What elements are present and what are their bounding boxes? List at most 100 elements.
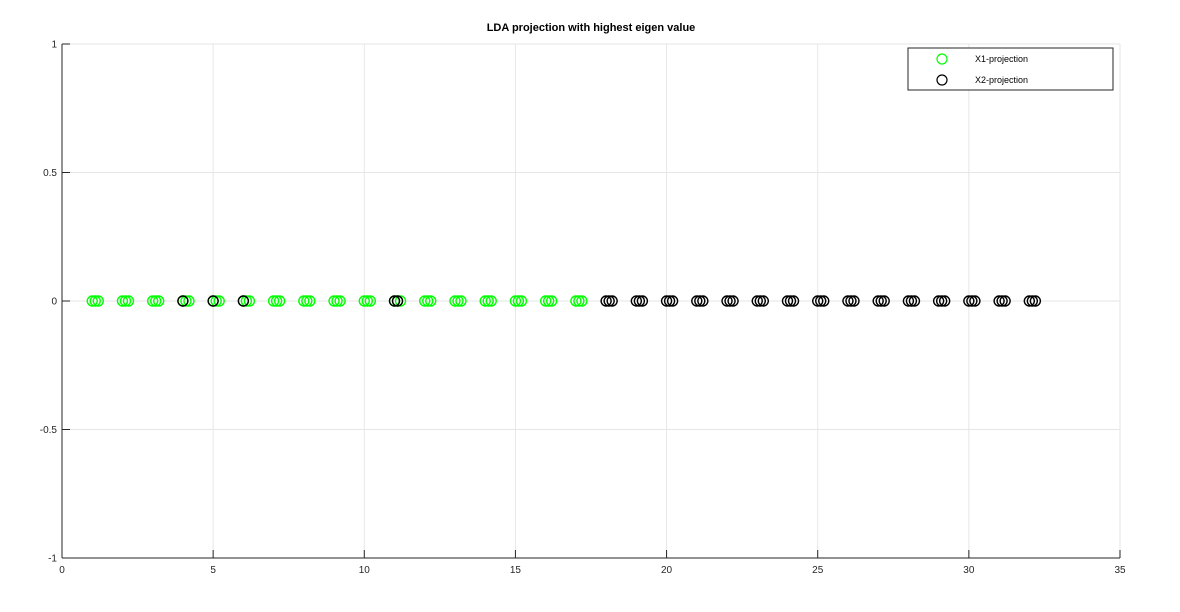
x2-projection-point: [721, 295, 733, 307]
x-tick-label: 30: [963, 565, 975, 576]
x2-projection-point: [207, 295, 219, 307]
x2-projection-point: [932, 295, 945, 307]
x1-projection-point: [539, 295, 552, 307]
axes: [61, 43, 1121, 559]
x2-projection-point: [781, 295, 794, 307]
x1-projection-point: [240, 295, 253, 307]
x1-projection-point: [267, 295, 280, 307]
x2-projection-point: [996, 295, 1008, 307]
x2-projection-point: [969, 295, 981, 307]
x2-projection-point: [391, 295, 404, 307]
x2-projection-point: [787, 295, 800, 307]
x1-projection-point: [92, 295, 104, 307]
x1-projection-point: [122, 295, 135, 307]
x1-projection-point: [298, 295, 310, 307]
x2-projection-point: [902, 295, 915, 307]
x1-projection-point: [328, 295, 340, 307]
x2-projection-point: [237, 295, 250, 307]
x1-projection-point: [180, 295, 192, 307]
x1-projection-point: [150, 295, 162, 307]
legend-label-x2-projection: X2-projection: [975, 75, 1028, 85]
x1-projection-point: [546, 295, 558, 307]
x2-projection-point: [908, 295, 921, 307]
x1-projection-point: [334, 295, 346, 307]
x1-projection-point: [576, 295, 588, 307]
x2-projection-point: [878, 295, 890, 307]
x2-projection-point: [938, 295, 951, 307]
x2-projection-point: [784, 295, 797, 307]
x2-projection-point: [999, 295, 1011, 307]
x1-projection-point: [243, 295, 256, 307]
x1-projection-point: [394, 295, 407, 307]
x1-projection-point: [542, 295, 555, 307]
x1-projection-point: [301, 295, 313, 307]
chart-title: LDA projection with highest eigen value: [487, 22, 696, 34]
x1-projection-point: [358, 295, 370, 307]
legend-marker-x2-projection: [936, 74, 948, 86]
x2-projection-point: [603, 295, 615, 307]
x2-projection-point: [727, 295, 739, 307]
x2-projection-point: [905, 295, 918, 307]
y-tick-label: 1: [51, 40, 57, 51]
legend-box: [907, 47, 1114, 91]
x2-projection-point: [630, 295, 643, 307]
x2-projection-point: [1026, 295, 1039, 307]
x1-projection-point: [479, 295, 491, 307]
x2-projection-point: [1029, 295, 1042, 307]
x2-projection-point: [694, 295, 706, 307]
x-tick-label: 10: [359, 565, 371, 576]
tick-labels: 0 5 10 15 20 25 30 35 1 0.5 0 -0.5 -1: [40, 40, 1126, 577]
x1-projection-point: [273, 295, 286, 307]
x2-projection-point: [606, 295, 618, 307]
x2-projection-point: [993, 295, 1005, 307]
x1-projection-point: [119, 295, 132, 307]
x1-projection-point: [422, 295, 434, 307]
x-tick-label: 35: [1114, 565, 1126, 576]
y-tick-label: -0.5: [40, 425, 58, 436]
y-tick-label: 0: [51, 297, 57, 308]
x1-projection-point: [573, 295, 585, 307]
x2-projection-point: [633, 295, 646, 307]
x-tick-label: 5: [210, 565, 216, 576]
data-points: [86, 295, 1042, 307]
x2-projection-point: [666, 295, 679, 307]
x1-projection-point: [512, 295, 525, 307]
x2-projection-point: [815, 295, 827, 307]
x1-projection-point: [570, 295, 582, 307]
x1-projection-point: [364, 295, 377, 307]
x1-projection-point: [331, 295, 343, 307]
legend-label-x1-projection: X1-projection: [975, 54, 1028, 64]
x2-projection-point: [600, 295, 612, 307]
x1-projection-point: [361, 295, 374, 307]
x-tick-label: 0: [59, 565, 65, 576]
x1-projection-point: [116, 295, 129, 307]
x1-projection-point: [482, 295, 494, 307]
x1-projection-point: [449, 295, 461, 307]
y-tick-label: -1: [48, 554, 57, 565]
x2-projection-point: [691, 295, 703, 307]
x1-projection-point: [183, 295, 195, 307]
x2-projection-point: [751, 295, 763, 307]
x2-projection-point: [724, 295, 736, 307]
x2-projection-point: [848, 295, 860, 307]
x-tick-label: 25: [812, 565, 824, 576]
x1-projection-point: [425, 295, 437, 307]
x2-projection-point: [1023, 295, 1036, 307]
x2-projection-point: [757, 295, 770, 307]
x2-projection-point: [636, 295, 649, 307]
x2-projection-point: [812, 295, 824, 307]
x1-projection-point: [304, 295, 316, 307]
y-tick-label: 0.5: [43, 168, 57, 179]
x1-projection-point: [452, 295, 464, 307]
x2-projection-point: [935, 295, 948, 307]
x2-projection-point: [660, 295, 673, 307]
x1-projection-point: [86, 295, 98, 307]
x2-projection-point: [177, 295, 189, 307]
x-tick-label: 15: [510, 565, 522, 576]
x2-projection-point: [663, 295, 676, 307]
x1-projection-point: [509, 295, 522, 307]
legend-marker-x1-projection: [936, 53, 948, 65]
x2-projection-point: [963, 295, 975, 307]
legend: X1-projection X2-projection: [907, 47, 1114, 91]
